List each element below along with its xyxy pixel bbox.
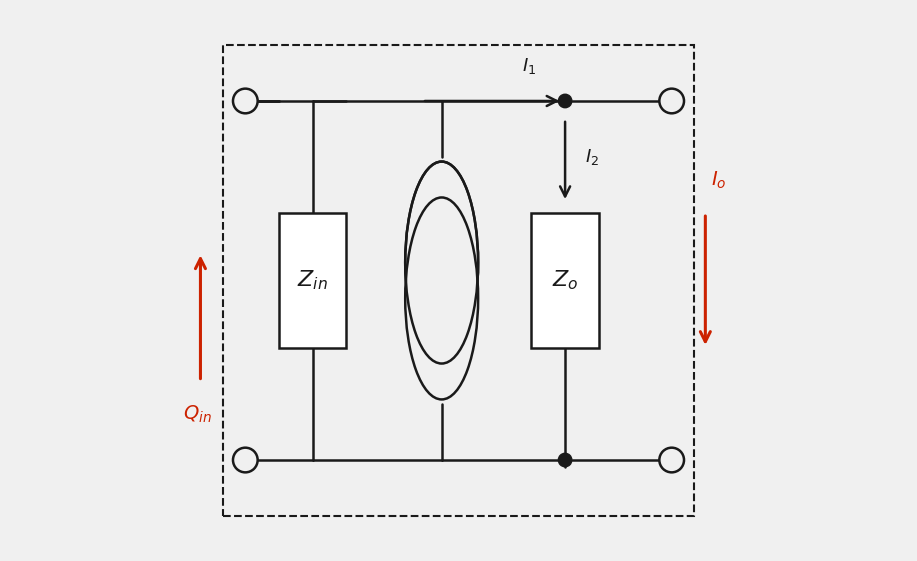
Circle shape bbox=[558, 453, 572, 467]
Text: $I_o$: $I_o$ bbox=[711, 169, 726, 191]
Text: $I_1$: $I_1$ bbox=[522, 56, 536, 76]
Text: $Q_{in}$: $Q_{in}$ bbox=[183, 404, 212, 425]
Circle shape bbox=[659, 448, 684, 472]
Text: $I_2$: $I_2$ bbox=[585, 147, 599, 167]
Ellipse shape bbox=[405, 197, 478, 399]
Bar bbox=[279, 213, 347, 348]
Circle shape bbox=[558, 94, 572, 108]
Text: $Z_o$: $Z_o$ bbox=[552, 269, 579, 292]
Circle shape bbox=[233, 448, 258, 472]
Circle shape bbox=[659, 89, 684, 113]
Bar bbox=[532, 213, 599, 348]
Text: $Z_{in}$: $Z_{in}$ bbox=[297, 269, 328, 292]
Circle shape bbox=[233, 89, 258, 113]
